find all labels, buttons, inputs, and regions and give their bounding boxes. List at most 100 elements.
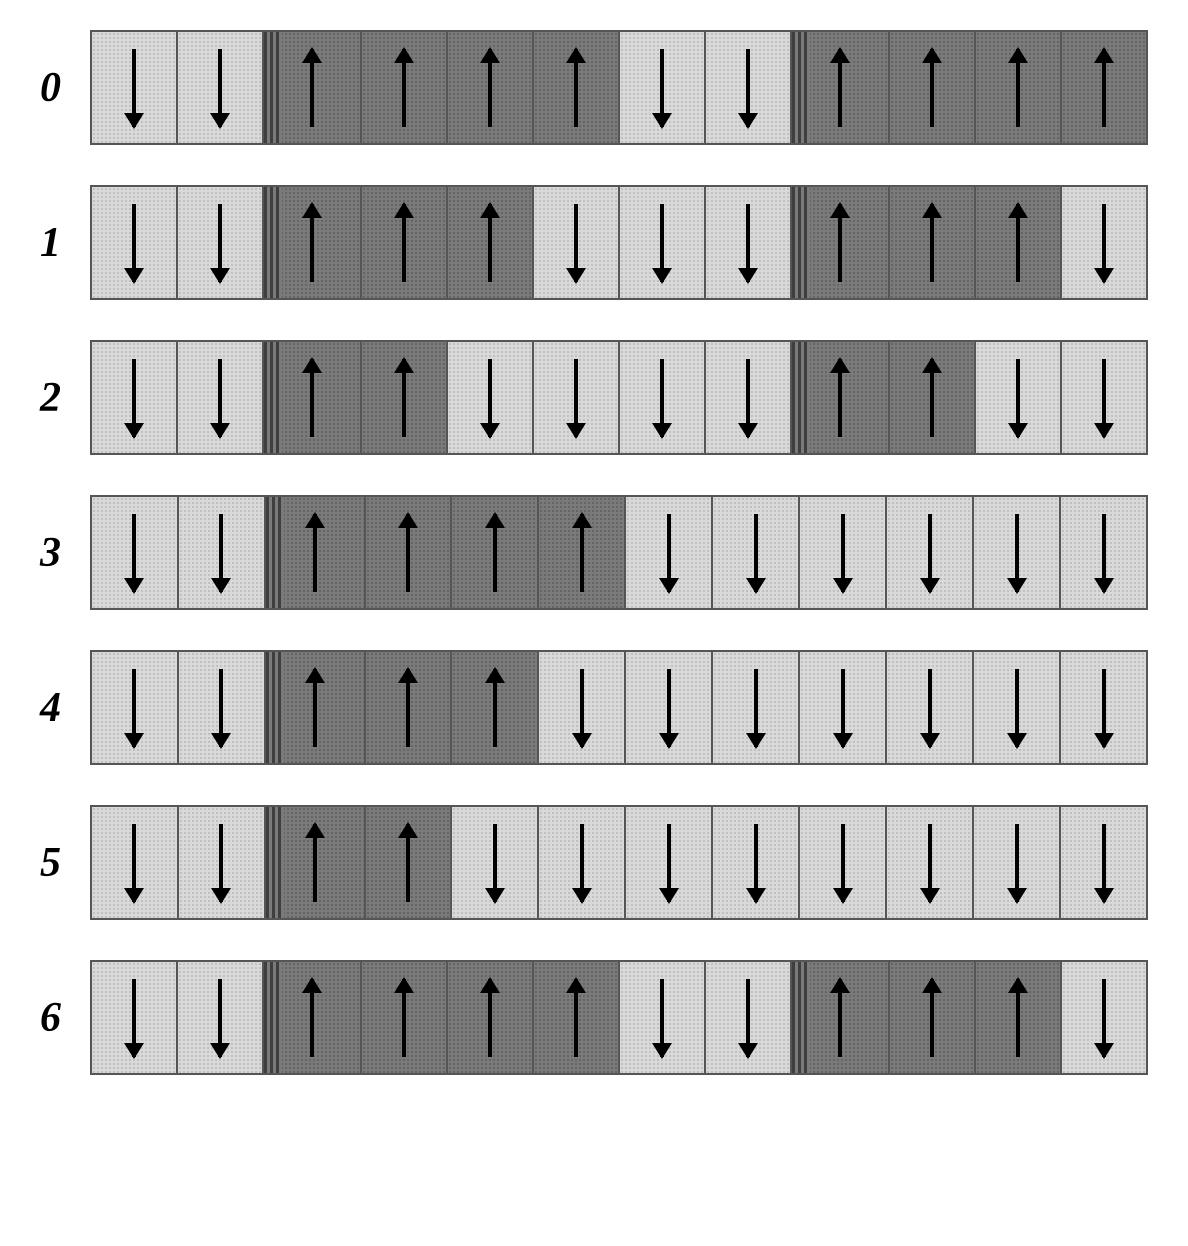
cell (266, 807, 366, 918)
arrow-down-icon (928, 514, 932, 592)
cell (539, 807, 626, 918)
cell (974, 807, 1061, 918)
row-5: 5 (40, 805, 1148, 920)
arrow-up-icon (493, 669, 497, 747)
cell (626, 807, 713, 918)
cell (178, 187, 264, 298)
arrow-down-icon (841, 824, 845, 902)
cell (92, 962, 178, 1073)
strip (90, 185, 1148, 300)
arrow-up-icon (574, 979, 578, 1057)
arrow-up-icon (406, 669, 410, 747)
cell (887, 652, 974, 763)
arrow-up-icon (488, 979, 492, 1057)
arrow-up-icon (488, 204, 492, 282)
arrow-down-icon (754, 514, 758, 592)
arrow-up-icon (488, 49, 492, 127)
arrow-up-icon (580, 514, 584, 592)
arrow-down-icon (493, 824, 497, 902)
arrow-down-icon (1102, 514, 1106, 592)
arrow-up-icon (313, 824, 317, 902)
cell (448, 962, 534, 1073)
cell (792, 342, 890, 453)
arrow-down-icon (841, 514, 845, 592)
arrow-down-icon (218, 204, 222, 282)
cell (800, 652, 887, 763)
strip (90, 650, 1148, 765)
cell (626, 497, 713, 608)
cell (1061, 807, 1146, 918)
arrow-down-icon (1015, 669, 1019, 747)
arrow-down-icon (746, 359, 750, 437)
cell (1062, 32, 1146, 143)
cell (366, 652, 453, 763)
cell (800, 497, 887, 608)
arrow-down-icon (580, 824, 584, 902)
cell (713, 807, 800, 918)
arrow-down-icon (132, 514, 136, 592)
cell (448, 187, 534, 298)
arrow-down-icon (132, 204, 136, 282)
cell (620, 32, 706, 143)
arrow-down-icon (660, 49, 664, 127)
arrow-down-icon (132, 979, 136, 1057)
cell (792, 32, 890, 143)
arrow-up-icon (930, 979, 934, 1057)
arrow-down-icon (218, 979, 222, 1057)
cell (534, 342, 620, 453)
cell (620, 187, 706, 298)
arrow-down-icon (219, 669, 223, 747)
arrow-down-icon (754, 669, 758, 747)
arrow-down-icon (1102, 669, 1106, 747)
arrow-up-icon (310, 49, 314, 127)
arrow-up-icon (1102, 49, 1106, 127)
arrow-down-icon (660, 979, 664, 1057)
row-label: 0 (40, 64, 90, 112)
strip (90, 960, 1148, 1075)
cell (179, 497, 266, 608)
arrow-up-icon (402, 979, 406, 1057)
arrow-down-icon (928, 824, 932, 902)
arrow-down-icon (660, 359, 664, 437)
diagram-container: 0123456 (40, 30, 1148, 1075)
strip (90, 495, 1148, 610)
cell (706, 187, 792, 298)
cell (362, 342, 448, 453)
arrow-down-icon (1015, 514, 1019, 592)
arrow-up-icon (930, 49, 934, 127)
row-label: 5 (40, 839, 90, 887)
cell (362, 962, 448, 1073)
cell (706, 32, 792, 143)
arrow-down-icon (1102, 824, 1106, 902)
row-label: 3 (40, 529, 90, 577)
strip (90, 340, 1148, 455)
arrow-up-icon (1016, 49, 1020, 127)
cell (976, 187, 1062, 298)
cell (1062, 962, 1146, 1073)
arrow-down-icon (754, 824, 758, 902)
cell (266, 497, 366, 608)
arrow-up-icon (406, 514, 410, 592)
cell (92, 807, 179, 918)
arrow-down-icon (218, 359, 222, 437)
cell (534, 187, 620, 298)
arrow-down-icon (746, 49, 750, 127)
arrow-down-icon (1015, 824, 1019, 902)
cell (1062, 187, 1146, 298)
cell (179, 652, 266, 763)
arrow-down-icon (219, 824, 223, 902)
cell (92, 32, 178, 143)
cell (1061, 652, 1146, 763)
arrow-up-icon (402, 204, 406, 282)
arrow-up-icon (406, 824, 410, 902)
cell (266, 652, 366, 763)
cell (92, 652, 179, 763)
cell (264, 342, 362, 453)
arrow-down-icon (219, 514, 223, 592)
strip (90, 30, 1148, 145)
cell (92, 497, 179, 608)
arrow-down-icon (667, 669, 671, 747)
cell (706, 962, 792, 1073)
arrow-up-icon (930, 204, 934, 282)
cell (366, 807, 453, 918)
